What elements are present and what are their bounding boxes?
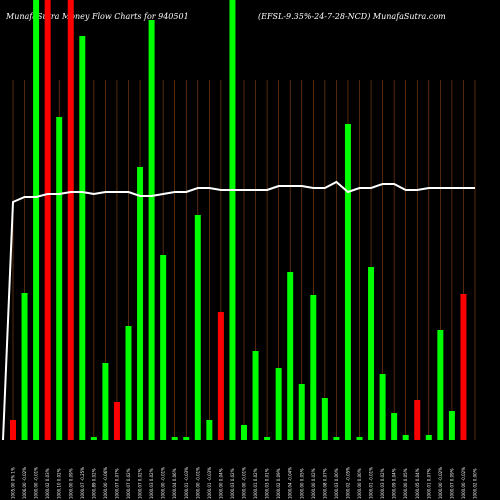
bar [79, 36, 86, 440]
bar [241, 425, 247, 440]
bar [160, 255, 167, 440]
bar [217, 312, 224, 440]
tick-label: 1000.07 0.02% [138, 468, 143, 499]
tick-label: 1000.00 -0.02% [461, 467, 466, 499]
bar [148, 20, 155, 440]
tick-label: 1000.00 0.05% [403, 468, 408, 499]
tick-label: 1000.00 0.02% [311, 468, 316, 499]
bar [379, 374, 386, 440]
tick-label: 1000.03 0.01% [265, 468, 270, 499]
tick-label: 1000.00 -0.01% [242, 467, 247, 499]
tick-label: 1000.04 -0.04% [288, 467, 293, 499]
tick-label: 1000.01 -0.01% [369, 467, 374, 499]
bar [67, 0, 74, 440]
bar [402, 435, 409, 440]
chart-title-left: MunafaSutra Money Flow Charts for 940501 [5, 12, 189, 21]
bar [448, 411, 455, 440]
bar [56, 117, 63, 440]
bar [425, 435, 432, 440]
tick-label: 1000.00 0.00% [357, 468, 362, 499]
tick-label: 1000.10 0.02% [57, 468, 62, 499]
bar [252, 351, 259, 440]
bar [183, 437, 190, 440]
bar [33, 0, 40, 440]
bar [368, 267, 375, 440]
tick-label: 1000.07 -0.25% [80, 467, 85, 499]
bars [10, 0, 467, 440]
bar [10, 420, 16, 440]
tick-label: 1000.00 -0.02% [438, 467, 443, 499]
bar [333, 437, 340, 440]
bar [356, 437, 363, 440]
tick-label: 1006.00 -0.02% [22, 467, 27, 499]
tick-label: 1000.03 0.02% [380, 468, 385, 499]
tick-label: 1005.00 0% 1% [11, 467, 16, 499]
tick-label: 1000.00 0.04% [218, 468, 223, 499]
bar [287, 272, 294, 440]
tick-label: 1000.05 0.04% [415, 468, 420, 499]
series-line [2, 180, 475, 441]
bar [125, 326, 132, 440]
bar [264, 437, 271, 440]
price-line [2, 180, 475, 441]
bar [298, 384, 305, 440]
bar [102, 363, 109, 440]
bar [344, 124, 351, 440]
tick-label: 1000.00 -0.01% [161, 467, 166, 499]
tick-label: 1000.03 0.00% [334, 468, 339, 499]
tick-label: 1000.00 -0.06% [103, 467, 108, 499]
tick-label: 1000.02 -0.05% [345, 467, 350, 499]
tick-label: 1000.00 0.05% [299, 468, 304, 499]
bar [229, 0, 236, 440]
tick-label: 1000.03 0.02% [230, 468, 235, 499]
tick-label: 1000.08 0.07% [322, 468, 327, 499]
tick-label: 1000.00 -0.01% [34, 467, 39, 499]
bar [171, 437, 178, 440]
chart-title-right: (EFSL-9.35%-24-7-28-NCD) MunafaSutra.com [258, 12, 446, 21]
tick-label: 1000.07 0.02% [126, 468, 131, 499]
bar [437, 330, 444, 440]
tick-label: 1000.02 0.09% [276, 468, 281, 499]
bar [414, 400, 421, 440]
tick-label: 1000.09 0.04% [392, 468, 397, 499]
bar [321, 398, 328, 440]
bar [310, 295, 317, 440]
bar [21, 293, 28, 440]
x-tick-labels: 1005.00 0% 1% 1006.00 -0.02% 1000.00 -0.01… [11, 467, 478, 499]
tick-label: 1000.01 -0.03% [207, 467, 212, 499]
tick-label: 1000.07 0.07% [114, 468, 119, 499]
bar [206, 420, 213, 440]
bar [90, 437, 97, 440]
bar [275, 368, 282, 440]
tick-label: 1000.02 0.00% [473, 468, 478, 499]
tick-label: 1000.01 -0.03% [184, 467, 189, 499]
tick-label: 1000.01 0.02% [253, 468, 258, 499]
bar [137, 167, 144, 440]
bar [391, 413, 398, 440]
bar [460, 294, 467, 440]
bar [194, 215, 201, 440]
tick-label: 1000.00 0.09% [68, 468, 73, 499]
tick-label: 1000.89 0.02% [91, 468, 96, 499]
tick-label: 1000.07 0.09% [449, 468, 454, 499]
bar [113, 402, 120, 440]
bar [44, 0, 51, 440]
tick-label: 1000.01 0.07% [426, 468, 431, 499]
tick-label: 1000.04 0.06% [172, 468, 177, 499]
tick-label: 1000.00 -0.01% [195, 467, 200, 499]
tick-label: 1000.03 0.02% [149, 468, 154, 499]
tick-label: 1000.02 0.03% [45, 468, 50, 499]
